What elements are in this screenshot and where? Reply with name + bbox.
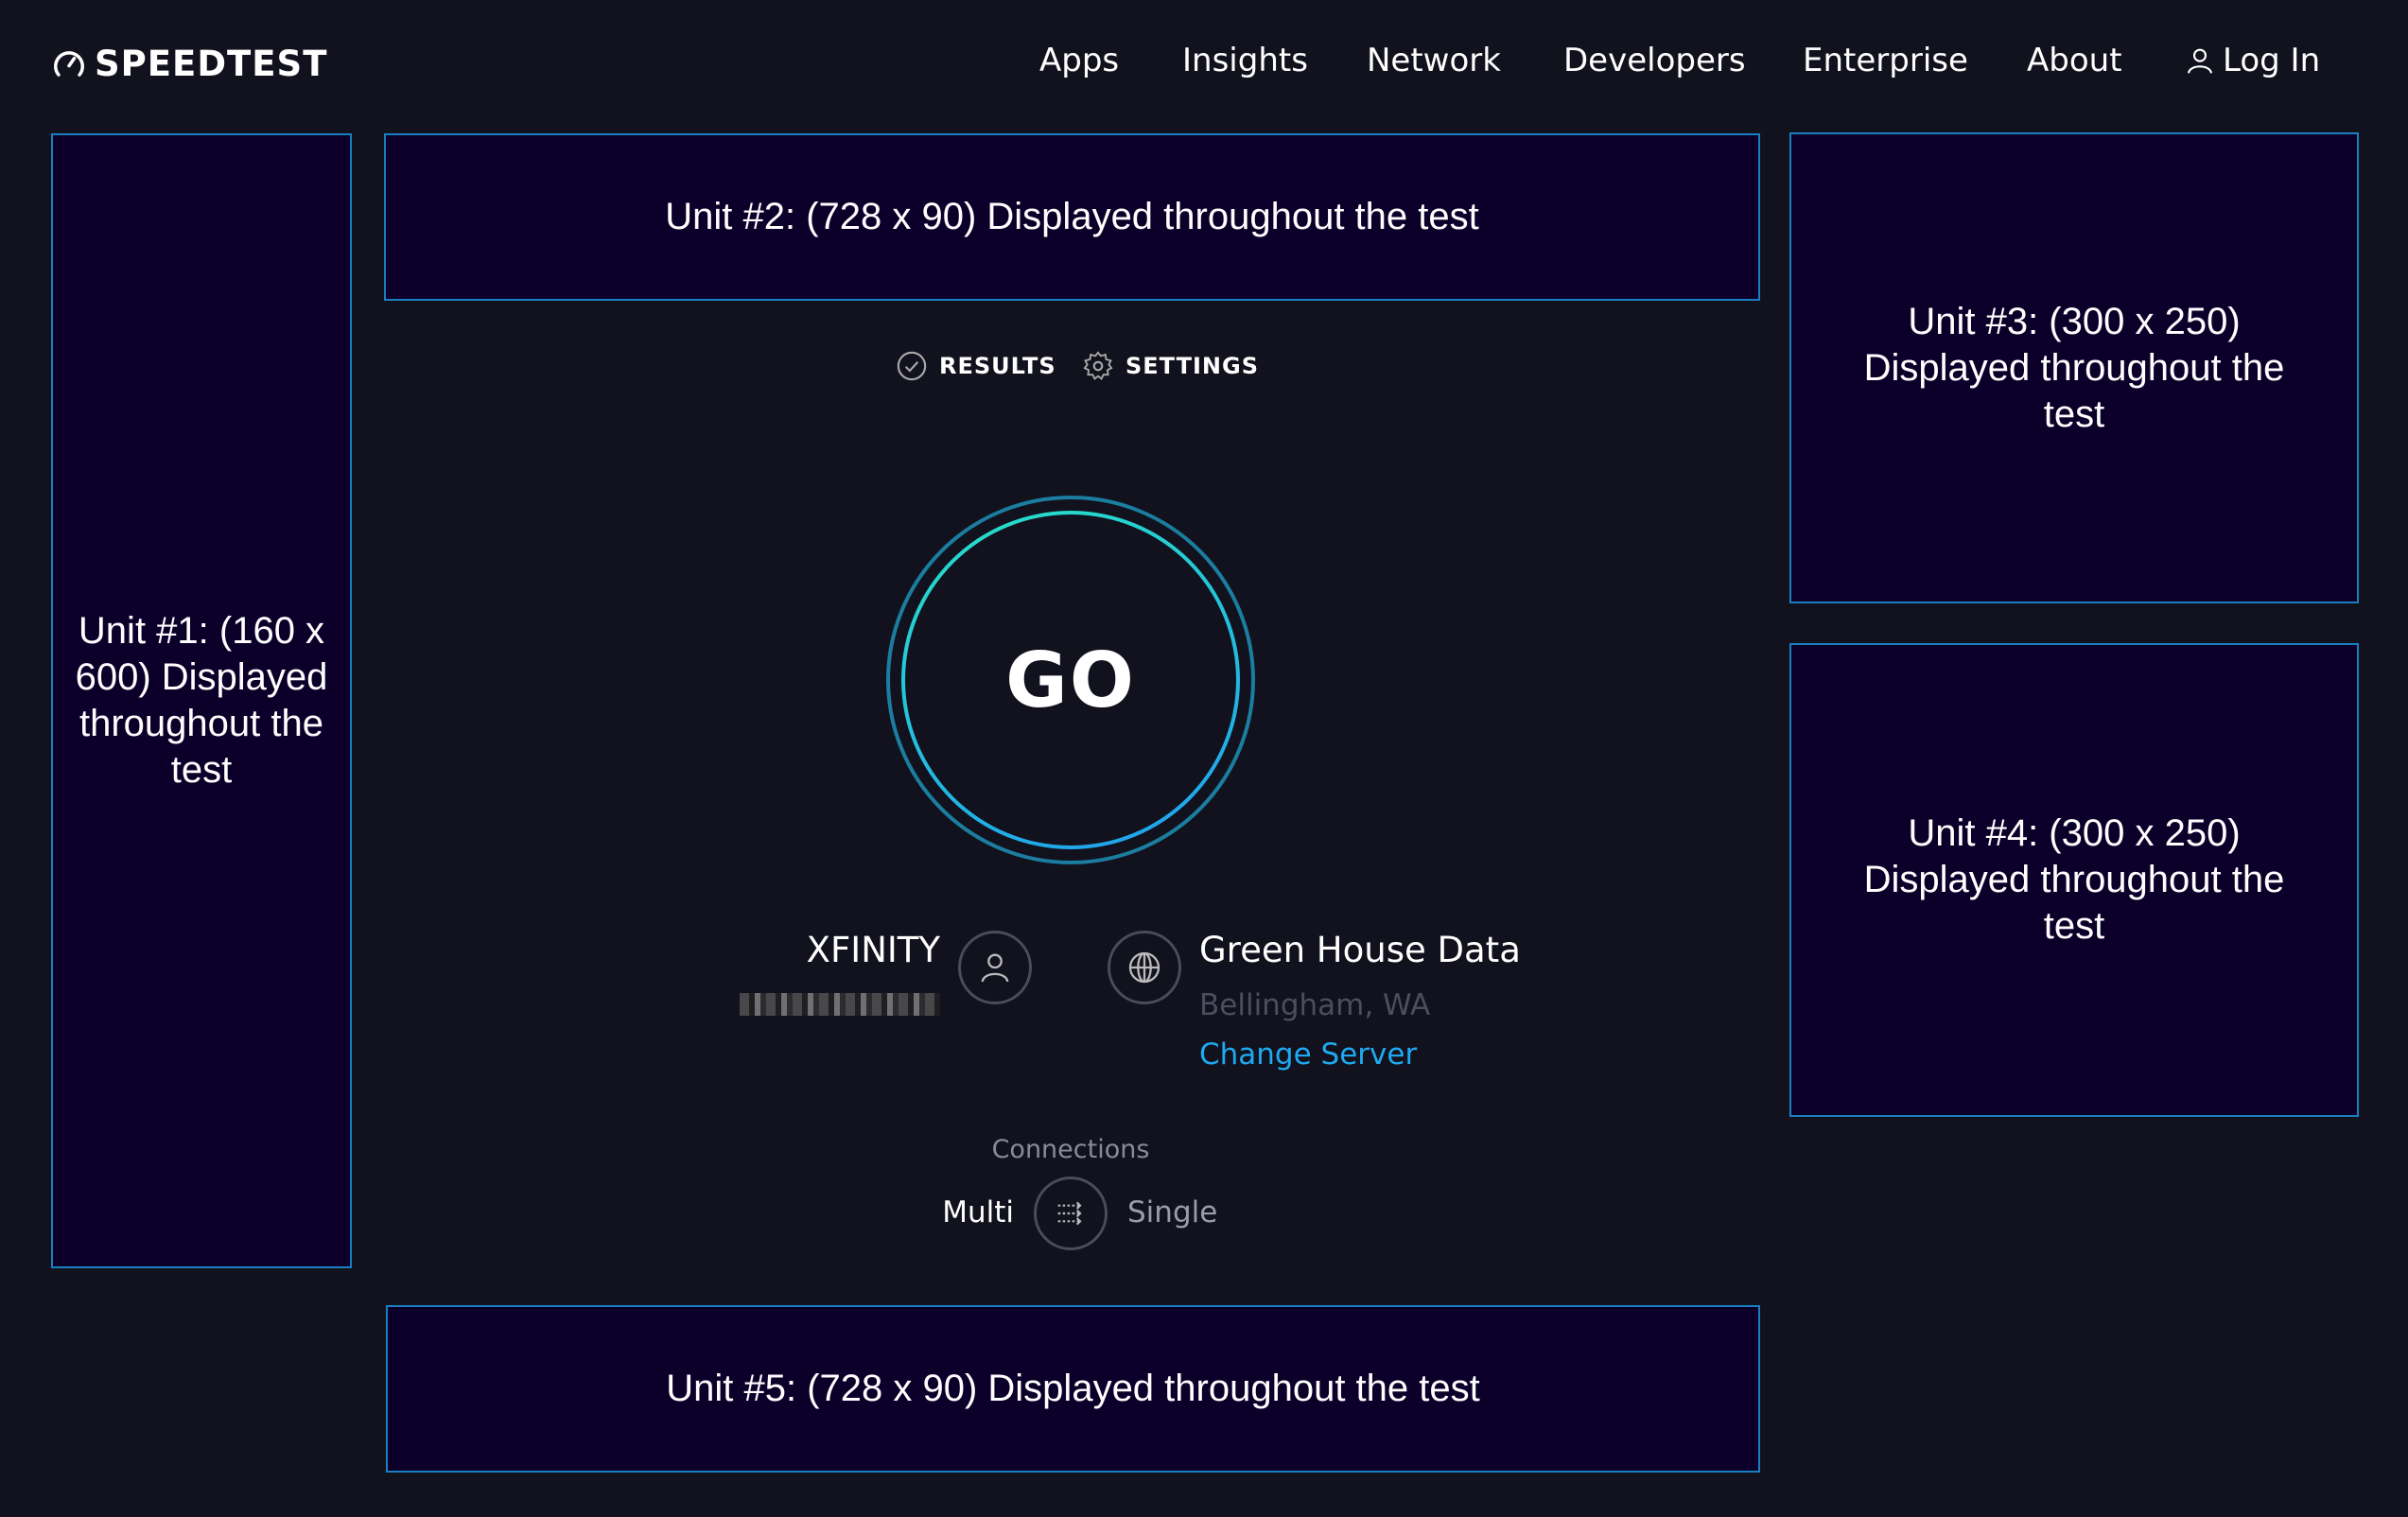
login-link[interactable]: Log In [2185, 42, 2320, 79]
single-option[interactable]: Single [1127, 1195, 1218, 1229]
isp-user-icon [958, 931, 1032, 1004]
change-server-link[interactable]: Change Server [1199, 1037, 1418, 1072]
ad-unit-3[interactable]: Unit #3: (300 x 250) Displayed throughou… [1789, 132, 2359, 603]
ad-unit-5[interactable]: Unit #5: (728 x 90) Displayed throughout… [386, 1305, 1760, 1473]
settings-label: SETTINGS [1125, 353, 1259, 379]
server-name: Green House Data [1199, 930, 1521, 970]
nav-insights[interactable]: Insights [1182, 42, 1308, 79]
gear-icon [1083, 351, 1113, 380]
multi-option[interactable]: Multi [942, 1195, 1014, 1229]
multi-arrows-icon [1057, 1201, 1082, 1226]
nav-enterprise[interactable]: Enterprise [1803, 42, 1968, 79]
ad-unit-4[interactable]: Unit #4: (300 x 250) Displayed throughou… [1789, 643, 2359, 1117]
logo-text: SPEEDTEST [95, 44, 328, 84]
nav-about[interactable]: About [2027, 42, 2122, 79]
tab-results[interactable]: RESULTS [896, 350, 1056, 382]
ad-unit-1[interactable]: Unit #1: (160 x 600) Displayed throughou… [51, 133, 352, 1268]
globe-icon [1108, 931, 1181, 1004]
go-button[interactable]: GO [901, 511, 1240, 849]
connections-toggle[interactable] [1034, 1177, 1108, 1250]
login-label: Log In [2223, 42, 2321, 79]
ad-unit-2[interactable]: Unit #2: (728 x 90) Displayed throughout… [384, 133, 1760, 301]
redacted-ip [740, 993, 940, 1016]
server-location: Bellingham, WA [1199, 988, 1431, 1022]
speedtest-logo[interactable]: SPEEDTEST [51, 44, 327, 84]
user-icon [2187, 48, 2213, 74]
connections-label: Connections [991, 1135, 1150, 1164]
isp-name: XFINITY [806, 930, 940, 970]
go-outer-ring [886, 496, 1255, 864]
tab-settings[interactable]: SETTINGS [1082, 350, 1259, 382]
speedometer-icon [54, 50, 84, 77]
results-label: RESULTS [939, 353, 1056, 379]
nav-developers[interactable]: Developers [1563, 42, 1746, 79]
check-circle-icon [897, 351, 927, 381]
nav-network[interactable]: Network [1367, 42, 1501, 79]
nav-apps[interactable]: Apps [1039, 42, 1120, 79]
